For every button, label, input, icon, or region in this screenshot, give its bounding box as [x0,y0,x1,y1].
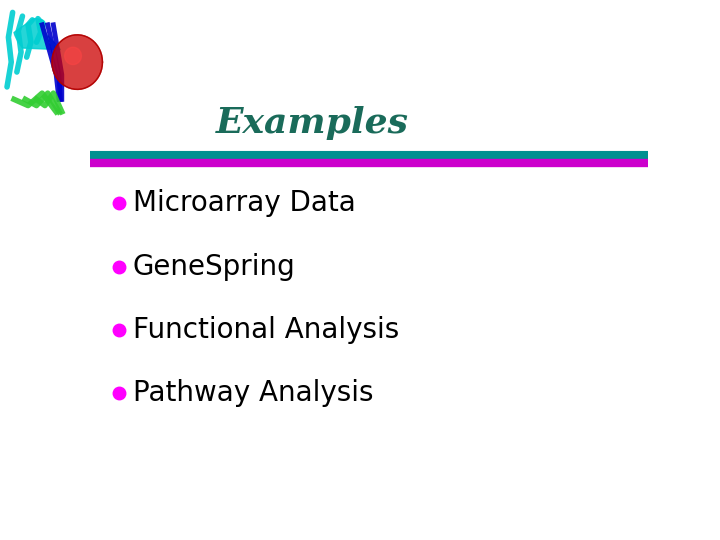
Polygon shape [14,19,60,50]
Text: Examples: Examples [215,105,408,139]
Text: Microarray Data: Microarray Data [132,190,356,218]
Text: Functional Analysis: Functional Analysis [132,316,399,343]
Text: GeneSpring: GeneSpring [132,253,295,281]
Text: Pathway Analysis: Pathway Analysis [132,379,373,407]
Polygon shape [65,47,81,65]
Polygon shape [52,35,102,90]
